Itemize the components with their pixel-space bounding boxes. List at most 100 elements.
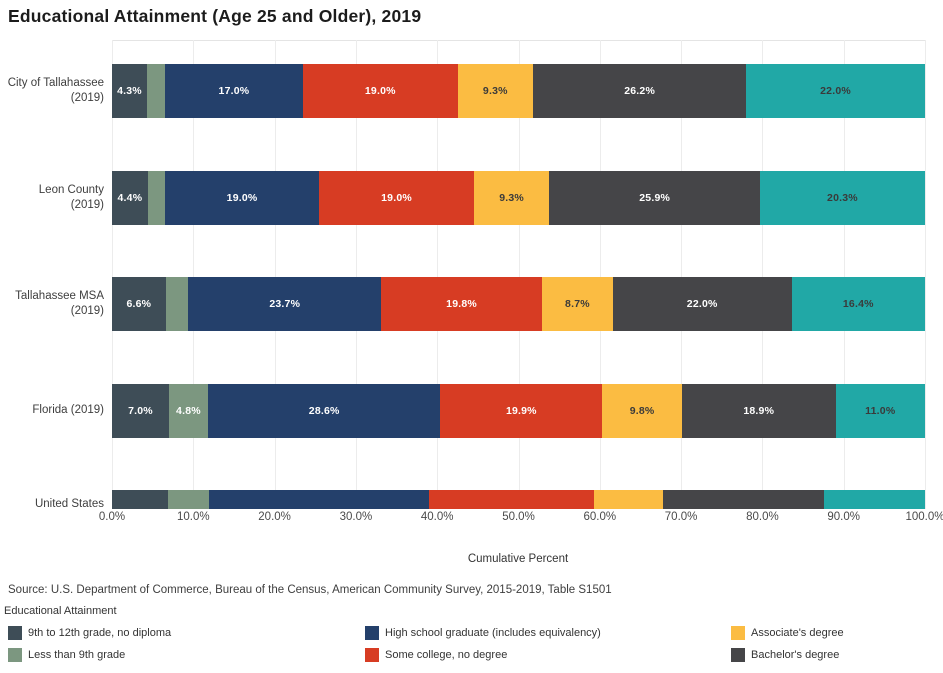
bar-segment-slate[interactable]: 7.0% — [112, 384, 169, 438]
legend-item[interactable]: Bachelor's degree — [731, 646, 839, 664]
grid-line — [355, 40, 357, 509]
grid-line — [274, 40, 276, 509]
legend-label: Bachelor's degree — [751, 649, 840, 661]
bar-segment-charcoal[interactable]: 22.0% — [612, 277, 792, 331]
bar-segment-teal[interactable]: 11.0% — [835, 384, 925, 438]
bar-segment-gold[interactable]: 9.3% — [473, 171, 550, 225]
bar-segment-teal[interactable]: 20.3% — [759, 171, 925, 225]
bar-segment-red[interactable]: 19.8% — [381, 277, 543, 331]
bar-segment-value: 11.0% — [865, 405, 896, 417]
grid-line — [193, 40, 195, 509]
bar-segment-gold[interactable]: 9.3% — [457, 64, 534, 118]
bar-segment-value: 18.9% — [743, 405, 775, 417]
grid-line — [112, 40, 113, 509]
bar-segment-value: 9.8% — [629, 405, 655, 417]
bar-segment-value: 4.4% — [117, 192, 143, 204]
bar-segment-value: 22.0% — [686, 298, 718, 310]
bar-segment-navy[interactable] — [209, 490, 429, 509]
bar-segment-value: 19.0% — [381, 192, 412, 204]
bar-segment-red[interactable]: 19.0% — [303, 64, 458, 118]
bar-segment-sage[interactable] — [165, 277, 189, 331]
grid-line — [518, 40, 520, 509]
bar-segment-navy[interactable]: 28.6% — [207, 384, 441, 438]
bar-segment-navy[interactable]: 17.0% — [164, 64, 304, 118]
bar-segment-value: 20.3% — [827, 192, 858, 204]
bar-segment-charcoal[interactable]: 25.9% — [549, 171, 760, 225]
bar-segment-teal[interactable]: 16.4% — [791, 277, 925, 331]
bar-segment-sage[interactable] — [146, 64, 165, 118]
legend-item[interactable]: Less than 9th grade — [8, 646, 125, 664]
chart-title: Educational Attainment (Age 25 and Older… — [8, 6, 422, 26]
bar-segment-navy[interactable]: 19.0% — [164, 171, 320, 225]
bar-segment-sage[interactable]: 4.8% — [168, 384, 208, 438]
x-tick-label: 70.0% — [664, 511, 698, 523]
x-tick-label: 20.0% — [258, 511, 291, 523]
bar-segment-value: 26.2% — [624, 85, 655, 97]
bar-segment-charcoal[interactable]: 18.9% — [681, 384, 836, 438]
bar-segment-red[interactable]: 19.9% — [440, 384, 603, 438]
bar-segment-red[interactable]: 19.0% — [319, 171, 474, 225]
bar-segment-value: 4.8% — [176, 405, 201, 417]
row-label: City of Tallahassee (2019) — [7, 77, 104, 104]
bar-segment-value: 19.9% — [505, 405, 537, 417]
legend-swatch-icon — [8, 626, 22, 640]
row-label: United States — [34, 498, 104, 509]
row-label: Florida (2019) — [32, 404, 104, 416]
bar-segment-sage[interactable] — [147, 171, 165, 225]
bar-segment-red[interactable] — [428, 490, 595, 509]
grid-line — [599, 40, 601, 509]
x-tick-label: 30.0% — [339, 511, 373, 523]
bar-segment-slate[interactable]: 4.4% — [112, 171, 148, 225]
grid-line — [843, 40, 845, 509]
grid-line — [681, 40, 683, 509]
x-tick-label: 60.0% — [583, 511, 617, 523]
legend-swatch-icon — [365, 648, 379, 662]
bar-segment-value: 4.3% — [117, 85, 142, 97]
bar-row — [112, 490, 925, 509]
row-label: Leon County (2019) — [38, 184, 104, 211]
legend-item[interactable]: High school graduate (includes equivalen… — [365, 624, 601, 642]
bar-segment-slate[interactable]: 4.3% — [112, 64, 147, 118]
x-tick-label: 10.0% — [176, 511, 210, 523]
legend-title: Educational Attainment — [4, 605, 117, 617]
source-note: Source: U.S. Department of Commerce, Bur… — [8, 584, 612, 596]
bar-segment-teal[interactable]: 22.0% — [746, 64, 925, 118]
legend-label: 9th to 12th grade, no diploma — [28, 627, 172, 639]
x-tick-label: 100.0% — [905, 511, 943, 523]
legend-label: Some college, no degree — [385, 649, 508, 661]
bar-segment-slate[interactable]: 6.6% — [112, 277, 166, 331]
bar-segment-navy[interactable]: 23.7% — [188, 277, 382, 331]
bar-segment-value: 19.0% — [226, 192, 258, 204]
legend-label: Associate's degree — [751, 627, 844, 639]
legend-swatch-icon — [731, 626, 745, 640]
bar-segment-charcoal[interactable] — [663, 490, 825, 509]
x-tick-label: 80.0% — [746, 511, 779, 523]
legend-item[interactable]: Associate's degree — [731, 624, 844, 642]
legend-item[interactable]: Some college, no degree — [365, 646, 507, 664]
bar-segment-value: 28.6% — [308, 405, 340, 417]
legend-item[interactable]: 9th to 12th grade, no diploma — [8, 624, 171, 642]
bar-segment-gold[interactable]: 9.8% — [602, 384, 682, 438]
bar-segment-value: 9.3% — [499, 192, 524, 204]
bar-segment-gold[interactable] — [594, 490, 664, 509]
bar-segment-value: 19.0% — [364, 85, 396, 97]
bar-row: 4.3% 17.0% 19.0% 9.3% 26.2% 22.0% — [112, 64, 925, 118]
plot-area: City of Tallahassee (2019) 4.3% 17.0% 19.0% 9… — [0, 40, 943, 509]
bar-segment-value: 9.3% — [482, 85, 508, 97]
bar-segment-charcoal[interactable]: 26.2% — [533, 64, 747, 118]
bar-segment-sage[interactable] — [168, 490, 210, 509]
grid-line — [437, 40, 439, 509]
bar-segment-value: 7.0% — [128, 405, 153, 417]
bar-segment-slate[interactable] — [112, 490, 169, 509]
grid-line — [762, 40, 764, 509]
bar-segment-teal[interactable] — [824, 490, 925, 509]
legend-swatch-icon — [8, 648, 22, 662]
x-tick-label: 50.0% — [502, 511, 535, 523]
bar-segment-value: 16.4% — [842, 298, 874, 310]
legend-label: Less than 9th grade — [28, 649, 126, 661]
bar-segment-gold[interactable]: 8.7% — [542, 277, 613, 331]
legend-swatch-icon — [731, 648, 745, 662]
x-axis-title: Cumulative Percent — [467, 553, 569, 565]
x-axis: 0.0% 10.0% 20.0% 30.0% 40.0% 50.0% 60.0% 70.0% 8… — [0, 511, 943, 527]
legend-label: High school graduate (includes equivalen… — [385, 627, 601, 639]
